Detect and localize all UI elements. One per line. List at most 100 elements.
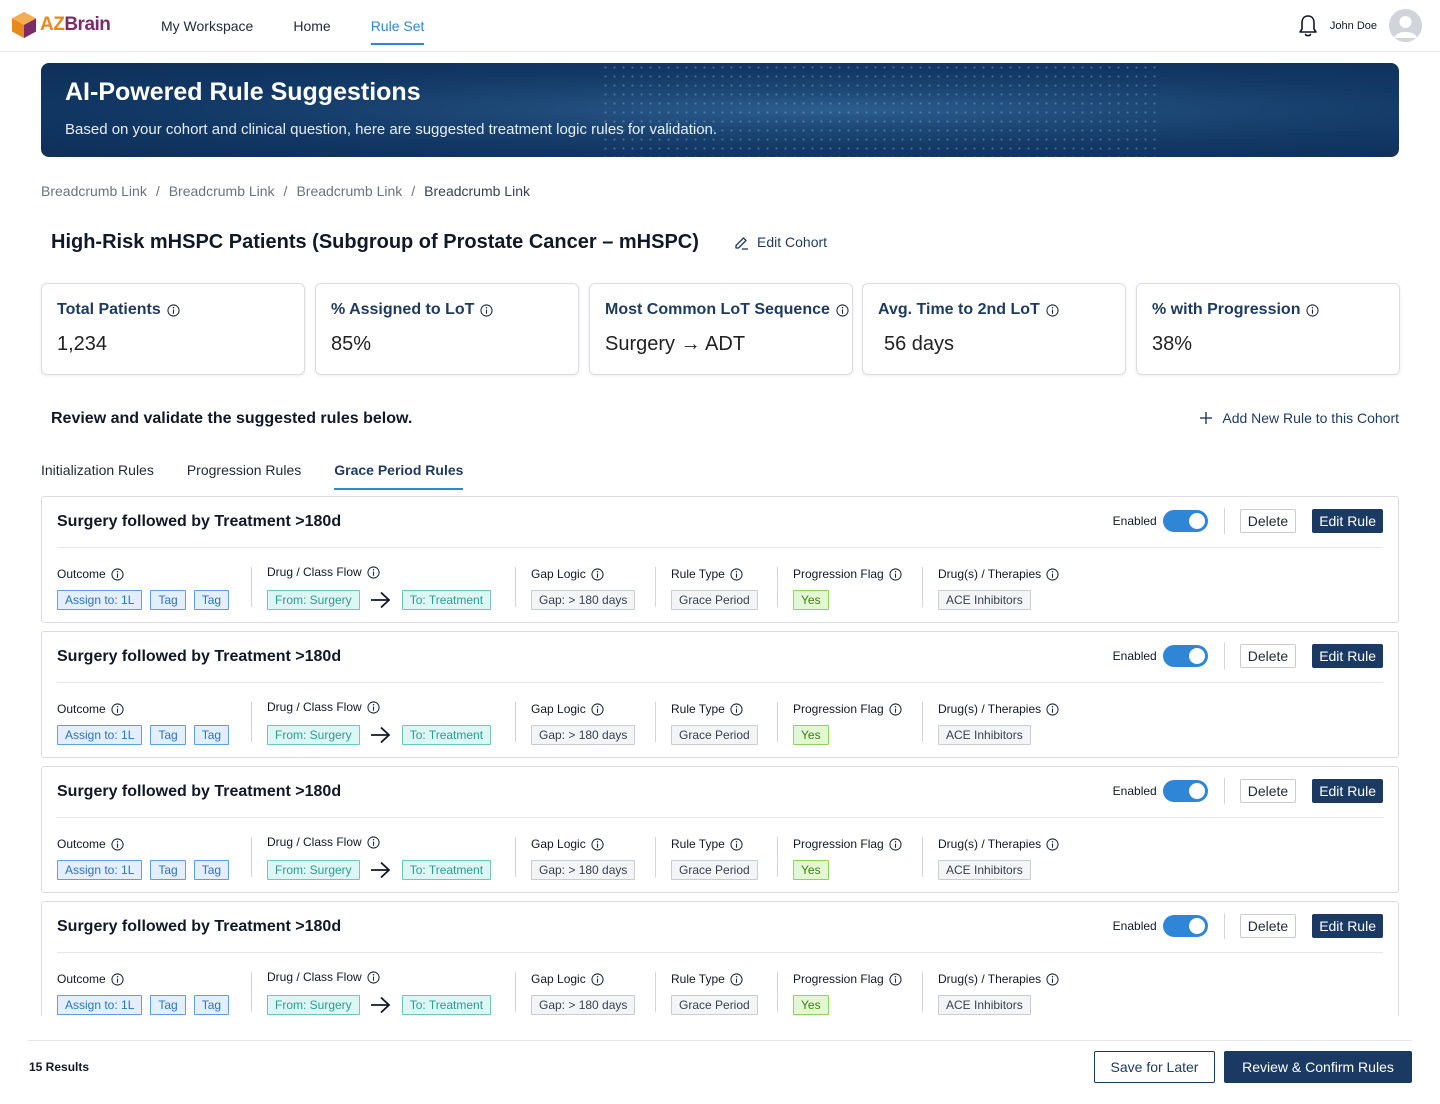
pencil-icon [735,236,748,250]
edit-rule-button[interactable]: Edit Rule [1312,778,1383,803]
nav-my-workspace[interactable]: My Workspace [161,18,254,34]
info-icon[interactable] [1046,972,1059,986]
bell-icon[interactable] [1297,14,1319,38]
outcome-label: Outcome [57,702,106,716]
breadcrumb-separator: / [283,183,288,199]
divider [655,972,656,1012]
progression-label: Progression Flag [793,972,884,986]
rule-type-chip: Grace Period [671,725,758,745]
info-icon[interactable] [1046,702,1059,716]
info-icon[interactable] [730,702,743,716]
info-icon[interactable] [889,972,902,986]
edit-rule-button[interactable]: Edit Rule [1312,643,1383,668]
outcome-label: Outcome [57,837,106,851]
rules-list: Surgery followed by Treatment >180d Enab… [41,496,1399,1016]
info-icon[interactable] [367,835,380,849]
review-confirm-button[interactable]: Review & Confirm Rules [1224,1051,1412,1083]
gap-column: Gap Logic Gap: > 180 days [531,702,643,745]
arrow-right-icon [370,726,391,744]
breadcrumb-link[interactable]: Breadcrumb Link [296,183,403,199]
info-icon[interactable] [480,303,493,317]
stat-card-total-patients: Total Patients 1,234 [41,283,305,375]
outcome-label: Outcome [57,972,106,986]
info-icon[interactable] [591,567,604,581]
divider [57,817,1383,818]
info-icon[interactable] [1046,567,1059,581]
info-icon[interactable] [367,970,380,984]
divider [655,837,656,877]
breadcrumb-link[interactable]: Breadcrumb Link [41,183,147,199]
info-icon[interactable] [730,567,743,581]
breadcrumb: Breadcrumb Link / Breadcrumb Link / Brea… [41,183,530,199]
rule-type-chip: Grace Period [671,590,758,610]
drugs-chip: ACE Inhibitors [938,590,1031,610]
tab-progression-rules[interactable]: Progression Rules [186,462,302,478]
delete-button[interactable]: Delete [1239,508,1297,533]
breadcrumb-separator: / [155,183,160,199]
info-icon[interactable] [730,972,743,986]
progression-label: Progression Flag [793,702,884,716]
user-name[interactable]: John Doe [1329,19,1377,32]
nav-links: My Workspace Home Rule Set [161,0,464,52]
banner-pattern [601,63,1161,157]
enabled-toggle[interactable] [1162,644,1208,667]
stat-label: Total Patients [57,301,161,318]
info-icon[interactable] [111,702,124,716]
drugs-column: Drug(s) / Therapies ACE Inhibitors [938,567,1059,610]
add-rule-button[interactable]: Add New Rule to this Cohort [1199,410,1399,426]
outcome-column: Outcome Assign to: 1L Tag Tag [57,702,237,745]
info-icon[interactable] [591,702,604,716]
tab-initialization-rules[interactable]: Initialization Rules [41,462,154,478]
drugs-chip: ACE Inhibitors [938,725,1031,745]
divider [777,567,778,607]
rule-card: Surgery followed by Treatment >180d Enab… [41,496,1399,623]
drugs-column: Drug(s) / Therapies ACE Inhibitors [938,972,1059,1015]
edit-cohort-button[interactable]: Edit Cohort [734,234,827,250]
nav-home[interactable]: Home [293,18,331,34]
tab-grace-period-rules[interactable]: Grace Period Rules [334,450,464,490]
divider [57,547,1383,548]
divider [1223,642,1225,669]
info-icon[interactable] [591,837,604,851]
enabled-toggle[interactable] [1162,914,1208,937]
info-icon[interactable] [1306,303,1320,317]
info-icon[interactable] [1046,303,1059,317]
rule-type-column: Rule Type Grace Period [671,972,766,1015]
divider [251,837,252,877]
delete-button[interactable]: Delete [1239,913,1297,938]
divider [57,952,1383,953]
info-icon[interactable] [1046,837,1059,851]
info-icon[interactable] [167,303,180,317]
save-for-later-button[interactable]: Save for Later [1094,1051,1215,1083]
info-icon[interactable] [889,702,902,716]
breadcrumb-link[interactable]: Breadcrumb Link [168,183,275,199]
info-icon[interactable] [367,700,380,714]
stat-label: % with Progression [1152,301,1301,318]
logo[interactable]: AZBrain [12,12,111,38]
edit-rule-button[interactable]: Edit Rule [1312,508,1383,533]
outcome-chip: Tag [150,725,186,745]
enabled-toggle[interactable] [1162,779,1208,802]
flow-column: Drug / Class Flow From: Surgery To: Trea… [267,970,499,1015]
rule-type-chip: Grace Period [671,860,758,880]
info-icon[interactable] [730,837,743,851]
rule-type-column: Rule Type Grace Period [671,702,766,745]
progression-column: Progression Flag Yes [793,972,902,1015]
avatar[interactable] [1389,9,1422,42]
drugs-column: Drug(s) / Therapies ACE Inhibitors [938,702,1059,745]
info-icon[interactable] [889,567,902,581]
info-icon[interactable] [367,565,380,579]
enabled-toggle[interactable] [1162,509,1208,532]
delete-button[interactable]: Delete [1239,778,1297,803]
results-count: 15 Results [29,1060,90,1074]
info-icon[interactable] [836,303,849,317]
info-icon[interactable] [889,837,902,851]
edit-rule-button[interactable]: Edit Rule [1312,913,1383,938]
info-icon[interactable] [111,837,124,851]
delete-button[interactable]: Delete [1239,643,1297,668]
info-icon[interactable] [591,972,604,986]
gap-chip: Gap: > 180 days [531,590,636,610]
nav-rule-set[interactable]: Rule Set [370,0,424,52]
info-icon[interactable] [111,972,124,986]
info-icon[interactable] [111,567,124,581]
